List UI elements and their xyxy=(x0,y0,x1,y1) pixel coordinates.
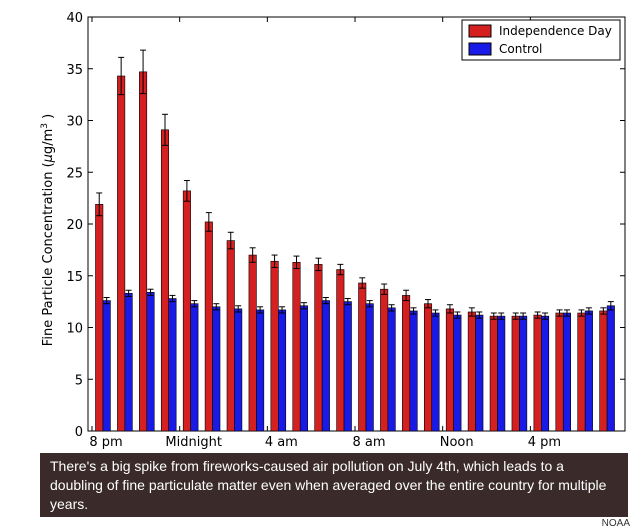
bar-independence-day xyxy=(292,261,301,432)
x-tick-label: 4 am xyxy=(265,435,298,450)
bar-control xyxy=(124,293,133,432)
bar-control xyxy=(365,303,374,432)
bar-control xyxy=(541,315,550,432)
bar-control xyxy=(606,305,615,432)
y-axis-title: Fine Particle Concentration (μg/m3 ) xyxy=(40,114,56,346)
bar-independence-day xyxy=(402,295,411,432)
y-tick-label: 25 xyxy=(66,166,83,181)
bar-independence-day xyxy=(182,190,191,432)
legend-label-independence-day: Independence Day xyxy=(499,24,612,38)
bar-independence-day xyxy=(423,303,433,432)
bar-independence-day xyxy=(380,288,389,432)
bar-independence-day xyxy=(226,240,235,432)
bar-control xyxy=(321,300,330,432)
bar-control xyxy=(519,315,528,432)
bar-independence-day xyxy=(599,310,608,432)
legend: Independence Day Control xyxy=(461,19,621,61)
bar-independence-day xyxy=(204,221,213,432)
y-tick-label: 35 xyxy=(66,63,83,78)
legend-label-control: Control xyxy=(499,42,542,56)
bar-independence-day xyxy=(358,282,367,432)
y-tick-label: 15 xyxy=(66,270,83,285)
bar-independence-day xyxy=(314,264,323,432)
bar-independence-day xyxy=(270,260,279,432)
plot-area: 0 5 10 15 20 25 30 35 40 8 pm Midnight 4 am 8 am Noon… xyxy=(66,11,626,450)
y-tick-label: 5 xyxy=(75,373,83,388)
particulate-chart: 0 5 10 15 20 25 30 35 40 8 pm Midnight 4 am 8 am Noon… xyxy=(40,11,626,450)
bar-control xyxy=(146,292,155,432)
bar-independence-day xyxy=(95,204,104,432)
bar-control xyxy=(584,310,593,432)
bar-control xyxy=(212,306,221,432)
bar-control xyxy=(562,312,571,432)
source-credit: NOAA xyxy=(601,518,630,529)
bar-independence-day xyxy=(489,315,498,432)
bar-control xyxy=(102,300,111,432)
bar-control xyxy=(453,314,462,432)
bar-control xyxy=(168,298,177,432)
bar-control xyxy=(409,310,418,432)
legend-swatch-independence-day xyxy=(468,24,492,38)
bar-independence-day xyxy=(139,71,148,432)
bar-independence-day xyxy=(533,314,542,432)
bar-independence-day xyxy=(160,129,170,432)
bar-control xyxy=(343,301,352,432)
y-tick-label: 10 xyxy=(66,322,83,337)
bar-independence-day xyxy=(336,269,345,432)
bar-control xyxy=(299,305,308,432)
bar-control xyxy=(190,303,199,432)
x-tick-label: 4 pm xyxy=(528,435,561,450)
bar-independence-day xyxy=(511,315,520,432)
bar-independence-day xyxy=(467,311,476,432)
bar-control xyxy=(475,314,484,432)
y-tick-label: 30 xyxy=(66,115,83,130)
y-tick-label: 0 xyxy=(75,425,83,440)
x-tick-label: 8 pm xyxy=(89,435,122,450)
bar-control xyxy=(256,309,265,432)
bar-control xyxy=(431,312,440,432)
bar-control xyxy=(497,315,506,432)
x-tick-label: Noon xyxy=(440,435,474,450)
legend-swatch-control xyxy=(468,42,492,56)
bar-independence-day xyxy=(117,75,126,432)
bar-control xyxy=(387,307,396,432)
bar-independence-day xyxy=(555,312,564,432)
bar-independence-day xyxy=(445,308,454,432)
bar-independence-day xyxy=(577,312,586,432)
y-tick-label: 20 xyxy=(66,218,83,233)
bar-control xyxy=(278,309,287,432)
x-tick-label: 8 am xyxy=(352,435,385,450)
bar-independence-day xyxy=(248,254,257,432)
figure-caption: There's a big spike from fireworks-cause… xyxy=(40,453,628,517)
y-tick-label: 40 xyxy=(66,11,83,26)
x-tick-label: Midnight xyxy=(165,435,222,450)
bar-control xyxy=(234,308,243,432)
